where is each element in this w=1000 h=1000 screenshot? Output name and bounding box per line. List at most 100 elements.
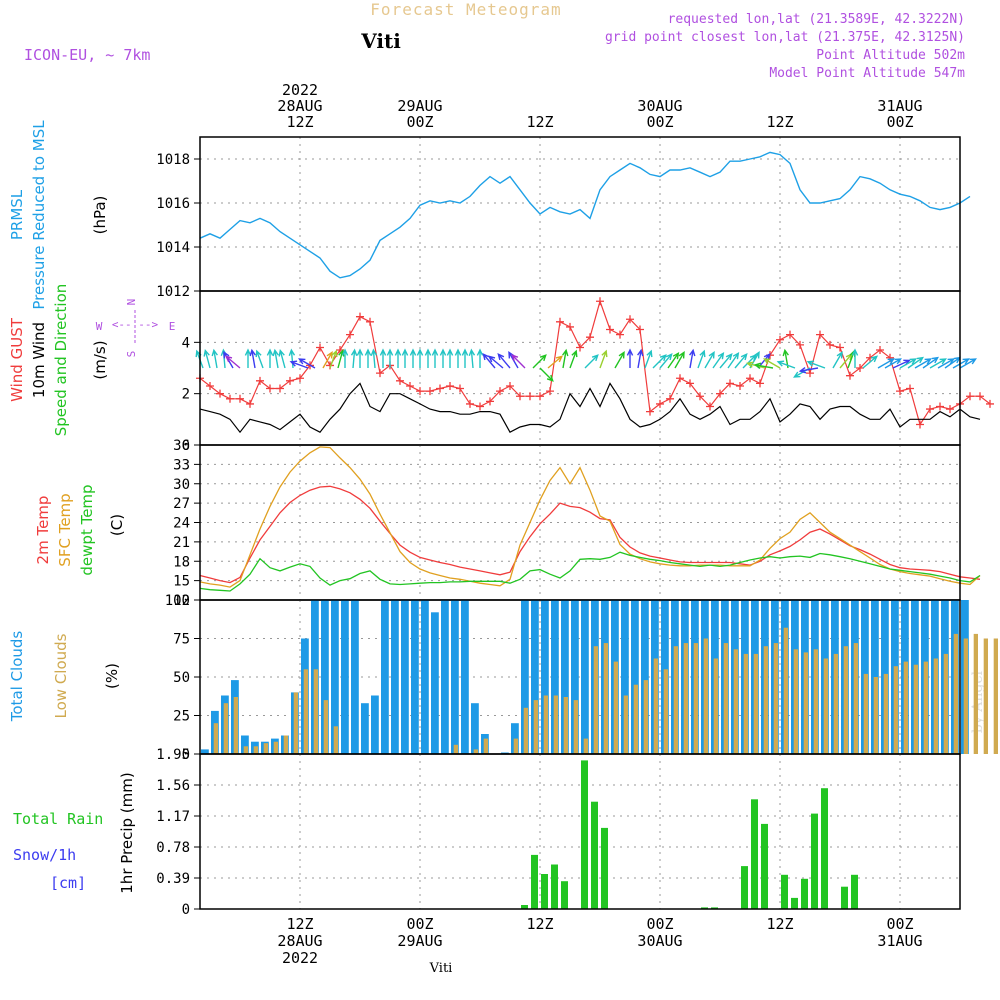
total-cloud-bar (441, 600, 449, 754)
y-tick-label: 1014 (156, 240, 190, 256)
compass-rose: <-- --> (112, 318, 159, 331)
gust-marker (366, 317, 374, 326)
low-cloud-bar (533, 700, 538, 754)
rain-bar (581, 760, 588, 909)
wind-arrow (266, 348, 274, 368)
gust-marker (516, 392, 524, 401)
low-cloud-bar (673, 646, 678, 754)
bottom-time-label: 12Z (286, 915, 313, 933)
wind-arrow (952, 358, 970, 369)
gust-marker (966, 392, 974, 401)
wind-arrow (862, 355, 879, 369)
rain-bar (751, 799, 758, 909)
low-cloud-bar (573, 700, 578, 754)
wind-arrow (937, 358, 955, 369)
wind-arrow (907, 356, 925, 369)
low-cloud-bar (273, 741, 278, 754)
gust-marker (246, 399, 254, 408)
y-tick-label: 1012 (156, 284, 190, 300)
gust-marker (376, 369, 384, 378)
low-cloud-bar (483, 738, 488, 754)
rain-bar (551, 864, 558, 909)
y-tick-label: 21 (173, 535, 190, 551)
gust-marker (836, 343, 844, 352)
wind-arrow (364, 348, 372, 368)
total-cloud-bar (201, 749, 209, 754)
panel-label: Wind GUST (8, 317, 26, 402)
gust-marker (946, 405, 954, 414)
panel-label: SFC Temp (56, 493, 74, 566)
top-time-label: 00Z (406, 113, 433, 131)
gust-marker (496, 387, 504, 396)
low-cloud-bar (873, 677, 878, 754)
low-cloud-bar (473, 749, 478, 754)
rain-bar (761, 823, 768, 909)
bottom-time-label: 12Z (766, 915, 793, 933)
wind-arrow (851, 348, 859, 368)
wind-arrow (224, 355, 241, 369)
precip-unit: 1hr Precip (mm) (118, 772, 136, 893)
snow-legend-unit: [cm] (50, 874, 86, 892)
rain-bar (521, 905, 528, 909)
wind-arrow (697, 349, 706, 369)
gust-marker (686, 379, 694, 388)
snow-legend: Snow/1h (13, 846, 76, 864)
gust-marker (636, 325, 644, 334)
total-cloud-bar (541, 600, 549, 754)
wind-arrow (884, 358, 902, 369)
gust-marker (546, 387, 554, 396)
low-cloud-bar (223, 703, 228, 754)
wind-arrow (497, 352, 511, 369)
gust-marker (816, 330, 824, 339)
rain-bar (781, 874, 788, 909)
gust-marker (316, 343, 324, 352)
y-tick-label: 1.95 (156, 747, 190, 763)
top-time-label: 12Z (766, 113, 793, 131)
wind-unit: (m/s) (91, 340, 109, 379)
rain-bar (851, 874, 858, 909)
wind-arrow (409, 348, 417, 368)
rain-bar (811, 813, 818, 909)
low-cloud-bar (563, 697, 568, 754)
low-cloud-bar (833, 653, 838, 754)
gust-marker (746, 374, 754, 383)
temp-line-2 (199, 551, 981, 592)
low-cloud-bar (883, 673, 888, 754)
wind-arrow (468, 348, 476, 369)
gust-marker (986, 399, 994, 408)
top-time-label: 12Z (286, 113, 313, 131)
gust-marker (416, 387, 424, 396)
total-cloud-bar (521, 600, 529, 754)
wind-arrow (329, 349, 338, 369)
rain-bar (561, 881, 568, 909)
gust-marker (806, 369, 814, 378)
wind-arrow (929, 358, 947, 369)
panel-frame (199, 753, 961, 910)
wind-arrow (379, 348, 387, 368)
wind-arrow (727, 351, 740, 369)
total-cloud-bar (361, 703, 369, 754)
gust-marker (696, 392, 704, 401)
total-cloud-bar (471, 703, 479, 754)
wind-arrow (659, 352, 673, 369)
gust-marker (396, 376, 404, 385)
wind-arrow (272, 348, 279, 369)
station-name: Viti (360, 29, 401, 53)
gust-marker (506, 381, 514, 390)
panel-label: Low Clouds (52, 633, 70, 718)
panel-label: 2m Temp (34, 496, 52, 565)
low-cloud-bar (303, 669, 308, 754)
gust-marker (356, 312, 364, 321)
gust-marker (456, 384, 464, 393)
top-time-label: 00Z (886, 113, 913, 131)
bottom-time-label: 00Z (406, 915, 433, 933)
wind-arrow (922, 356, 940, 369)
gust-marker (286, 376, 294, 385)
gust-marker (936, 402, 944, 411)
temp-line-1 (199, 446, 981, 588)
gust-marker (676, 374, 684, 383)
wind-arrow (255, 349, 264, 369)
wind-line (199, 382, 981, 434)
gust-marker (666, 394, 674, 403)
